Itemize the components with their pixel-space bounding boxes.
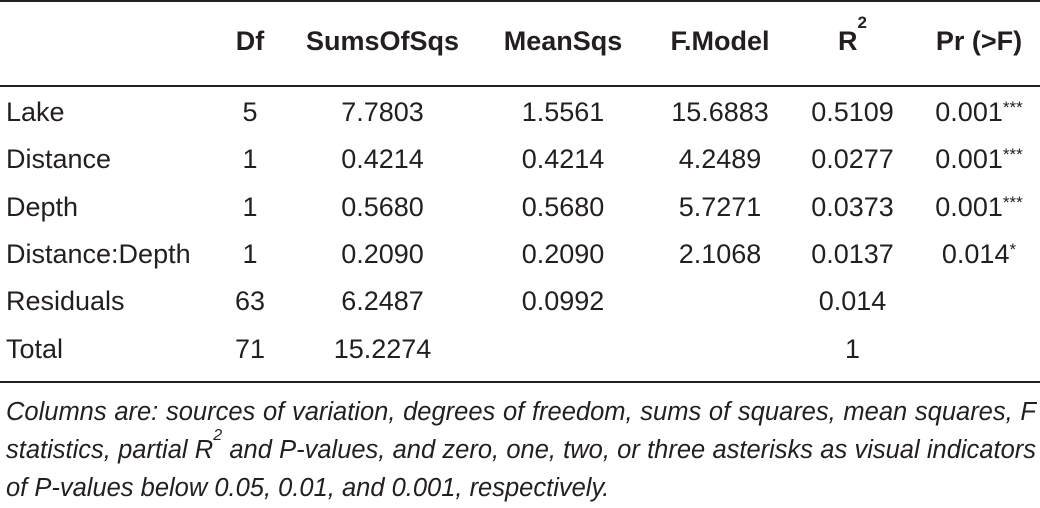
p-value-text: 0.014	[941, 239, 1010, 269]
header-f-model: F.Model	[670, 26, 770, 56]
cell-df: 63	[234, 286, 266, 316]
cell-source: Total	[6, 334, 64, 364]
header-sums-of-sqs: SumsOfSqs	[305, 26, 460, 56]
caption-text-part1: Columns are: sources of variation, degre…	[6, 398, 1036, 464]
cell-r-squared: 0.014	[818, 286, 887, 316]
table-row: Distance:Depth 1 0.2090 0.2090 2.1068 0.0137 0…	[0, 231, 1040, 278]
table-bottom-rule	[0, 381, 1040, 383]
table-top-rule	[0, 0, 1040, 2]
cell-source: Distance:Depth	[6, 239, 191, 269]
header-r2-base: R	[838, 26, 858, 56]
cell-source: Depth	[6, 192, 79, 222]
header-r2-superscript: 2	[857, 13, 867, 32]
cell-sums-of-sqs: 0.2090	[341, 239, 424, 269]
cell-f-model: 5.7271	[678, 192, 762, 222]
cell-r-squared: 0.0277	[811, 144, 894, 174]
cell-sums-of-sqs: 6.2487	[341, 286, 424, 316]
cell-r-squared: 0.5109	[811, 97, 894, 127]
table-header-rule	[0, 85, 1040, 87]
cell-sums-of-sqs: 0.4214	[341, 144, 424, 174]
caption-superscript: 2	[213, 427, 223, 444]
cell-mean-sqs: 0.5680	[521, 192, 605, 222]
cell-sums-of-sqs: 0.5680	[341, 192, 424, 222]
cell-sums-of-sqs: 15.2274	[333, 334, 432, 364]
header-mean-sqs: MeanSqs	[503, 26, 623, 56]
cell-r-squared: 0.0137	[811, 239, 894, 269]
cell-df: 1	[242, 239, 258, 269]
significance-asterisks: ***	[1002, 98, 1023, 117]
table-row: Lake 5 7.7803 1.5561 15.6883 0.5109 0.001***	[0, 89, 1040, 136]
cell-df: 5	[242, 97, 258, 127]
cell-p-value: 0.001***	[918, 136, 1040, 186]
table-row: Residuals 63 6.2487 0.0992 0.014	[0, 278, 1040, 325]
header-r-squared: R2	[795, 14, 910, 65]
cell-source: Lake	[6, 97, 65, 127]
p-value-text: 0.001	[935, 144, 1003, 174]
cell-mean-sqs: 0.0992	[521, 286, 605, 316]
cell-df: 1	[242, 144, 258, 174]
cell-f-model: 15.6883	[671, 97, 769, 127]
table-row: Total 71 15.2274 1	[0, 326, 1040, 373]
table-caption: Columns are: sources of variation, degre…	[6, 393, 1036, 507]
cell-p-value: 0.001***	[918, 184, 1040, 234]
cell-p-value: 0.014*	[918, 231, 1040, 281]
table-row: Distance 1 0.4214 0.4214 4.2489 0.0277 0.001**…	[0, 136, 1040, 183]
cell-sums-of-sqs: 7.7803	[341, 97, 424, 127]
cell-f-model: 4.2489	[678, 144, 762, 174]
significance-asterisks: *	[1009, 240, 1017, 259]
table-row: Depth 1 0.5680 0.5680 5.7271 0.0373 0.001***	[0, 184, 1040, 231]
caption-text-part2: and P-values, and zero, one, two, or thr…	[6, 436, 1037, 502]
significance-asterisks: ***	[1002, 193, 1023, 212]
cell-mean-sqs: 0.2090	[521, 239, 605, 269]
cell-mean-sqs: 0.4214	[521, 144, 605, 174]
cell-p-value: 0.001***	[918, 89, 1040, 139]
significance-asterisks: ***	[1002, 145, 1023, 164]
table-header-row: Df SumsOfSqs MeanSqs F.Model R2 Pr (>F)	[0, 14, 1040, 65]
cell-r-squared: 0.0373	[811, 192, 894, 222]
p-value-text: 0.001	[935, 97, 1003, 127]
cell-r-squared: 1	[844, 334, 861, 364]
cell-df: 1	[242, 192, 258, 222]
cell-df: 71	[234, 334, 266, 364]
cell-source: Distance	[6, 144, 112, 174]
header-pr-f: Pr (>F)	[935, 26, 1023, 56]
p-value-text: 0.001	[935, 192, 1003, 222]
cell-f-model: 2.1068	[678, 239, 762, 269]
header-df: Df	[235, 26, 265, 56]
cell-source: Residuals	[6, 286, 125, 316]
cell-mean-sqs: 1.5561	[521, 97, 605, 127]
